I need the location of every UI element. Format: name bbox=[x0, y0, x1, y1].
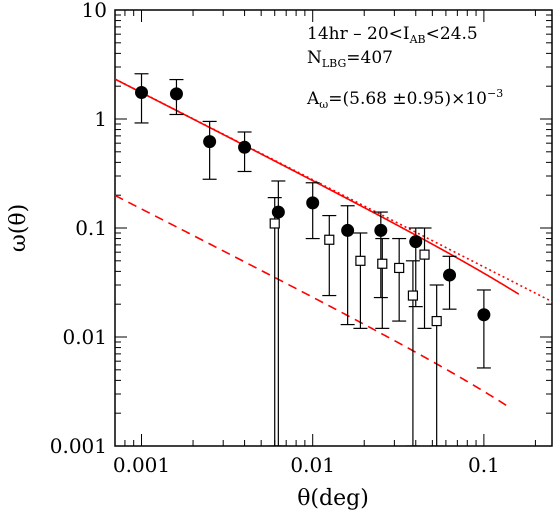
open-square-point bbox=[355, 255, 366, 266]
annotation-sample-main: 14hr – 20<I bbox=[307, 24, 410, 44]
open-square-point bbox=[407, 290, 419, 301]
filled-circle-point bbox=[341, 223, 355, 237]
filled-circle-point bbox=[477, 308, 491, 322]
annotation-amplitude-tail: =(5.68 ±0.95)×10 bbox=[328, 89, 487, 109]
y-tick-label: 1 bbox=[94, 107, 107, 131]
annotation-count-tail: =407 bbox=[346, 48, 393, 68]
data-markers bbox=[135, 86, 491, 327]
annotation-count: NLBG=407 bbox=[307, 48, 393, 70]
annotation-amplitude-sup: −3 bbox=[487, 87, 503, 100]
filled-circle-point bbox=[374, 223, 388, 237]
axis-tick-labels: 0.001 0.01 0.1 0.001 0.01 0.1 1 10 bbox=[50, 0, 500, 477]
open-square-point bbox=[394, 262, 405, 274]
annotation-amplitude: Aω=(5.68 ±0.95)×10−3 bbox=[306, 87, 503, 111]
annotation-amplitude-sub: ω bbox=[319, 98, 328, 111]
filled-circle-point bbox=[238, 140, 252, 154]
annotation-amplitude-main: A bbox=[306, 89, 320, 109]
y-axis-label: ω(θ) bbox=[6, 204, 31, 252]
x-tick-label: 0.001 bbox=[113, 453, 170, 477]
model-curve-dashed bbox=[115, 194, 507, 406]
y-tick-label: 0.001 bbox=[50, 434, 107, 458]
annotation-sample: 14hr – 20<IAB<24.5 bbox=[307, 24, 478, 46]
annotation-count-sub: LBG bbox=[322, 57, 346, 70]
annotation-sample-sub: AB bbox=[409, 33, 426, 46]
open-square-point bbox=[269, 218, 280, 229]
error-bars bbox=[134, 73, 491, 446]
open-square-point bbox=[419, 249, 430, 260]
filled-circle-point bbox=[135, 86, 149, 100]
filled-circle-point bbox=[203, 135, 217, 149]
filled-circle-point bbox=[271, 205, 285, 219]
x-tick-label: 0.01 bbox=[290, 453, 335, 477]
filled-circle-point bbox=[409, 235, 423, 249]
x-axis-label: θ(deg) bbox=[297, 486, 369, 511]
open-square-point bbox=[324, 234, 335, 245]
y-tick-label: 10 bbox=[82, 0, 107, 22]
annotation-count-main: N bbox=[307, 48, 322, 68]
model-curve-solid bbox=[115, 78, 520, 295]
axis-ticks bbox=[114, 9, 552, 447]
filled-circle-point bbox=[443, 268, 457, 282]
y-tick-label: 0.01 bbox=[62, 325, 107, 349]
plot-frame bbox=[114, 9, 553, 447]
model-curve-dotted bbox=[115, 78, 552, 303]
y-tick-label: 0.1 bbox=[75, 216, 107, 240]
open-square-point bbox=[431, 315, 442, 327]
filled-circle-point bbox=[169, 87, 183, 101]
open-square-point bbox=[377, 258, 388, 269]
x-tick-label: 0.1 bbox=[468, 453, 500, 477]
annotation-sample-tail: <24.5 bbox=[426, 24, 478, 44]
filled-circle-point bbox=[306, 196, 320, 210]
